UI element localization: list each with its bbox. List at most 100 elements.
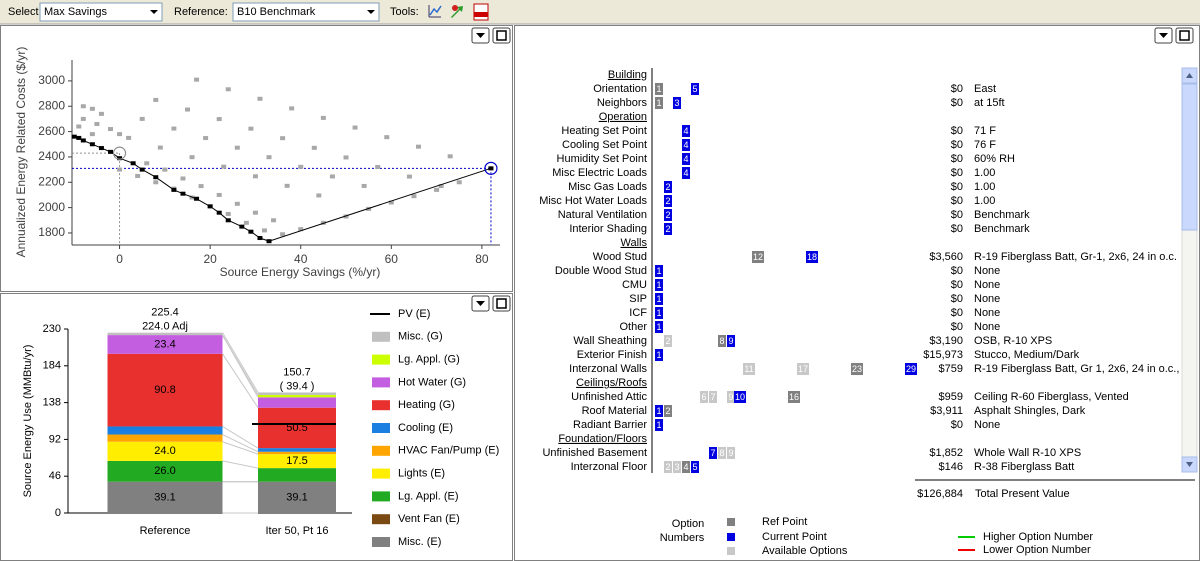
option-description: None	[974, 293, 1000, 305]
scrollbar[interactable]	[1181, 67, 1198, 473]
scroll-thumb[interactable]	[1181, 83, 1198, 231]
ref-option-number: 1	[656, 98, 661, 108]
current-option-number: 1	[656, 420, 661, 430]
reference-dropdown[interactable]: B10 Benchmark	[232, 2, 380, 22]
current-option	[727, 335, 735, 347]
button-icon[interactable]	[496, 298, 507, 309]
option-label: Wall Sheathing	[573, 335, 647, 347]
available-option	[797, 363, 809, 375]
scroll-up-arrow[interactable]	[1186, 73, 1193, 78]
x-tick-label: 40	[294, 252, 308, 266]
legend-swatch	[372, 331, 390, 342]
y-tick-label: 0	[55, 507, 61, 519]
current-option-number: 9	[728, 336, 733, 346]
option-cost: $3,190	[929, 335, 963, 347]
current-option-number: 5	[692, 84, 697, 94]
button-icon[interactable]	[1179, 30, 1190, 41]
scroll-down-arrow[interactable]	[1186, 462, 1193, 467]
option-label: Double Wood Stud	[555, 265, 647, 277]
y-tick-label: 46	[49, 470, 61, 482]
current-option	[655, 405, 663, 417]
dropdown-arrow[interactable]	[150, 10, 158, 14]
current-point	[484, 161, 498, 175]
option-cost: $0	[951, 293, 963, 305]
legend-title: Option	[672, 518, 704, 530]
icon-arrow[interactable]	[451, 6, 463, 18]
bar-segment	[258, 392, 336, 395]
legend-label: Misc. (E)	[398, 536, 441, 548]
reference-value[interactable]: B10 Benchmark	[237, 6, 316, 18]
section-title: Operation	[599, 111, 647, 123]
select-dropdown[interactable]: Max Savings	[39, 2, 163, 22]
dropdown-box[interactable]	[39, 2, 163, 22]
tool-chart-icon[interactable]	[427, 4, 442, 19]
option-cost: $0	[951, 279, 963, 291]
option-label: Heating Set Point	[561, 125, 647, 137]
segment-label: 39.1	[154, 491, 175, 503]
x-tick-label: 80	[475, 252, 489, 266]
button-icon[interactable]	[496, 30, 507, 41]
current-option	[655, 419, 663, 431]
icon-dot[interactable]	[452, 5, 458, 11]
option-cost: $959	[939, 391, 963, 403]
tool-arrow-icon[interactable]	[451, 5, 463, 18]
available-option-number: 3	[674, 462, 679, 472]
icon-band[interactable]	[474, 12, 488, 17]
option-cost: $0	[951, 167, 963, 179]
legend-label: Lg. Appl. (G)	[398, 354, 460, 366]
scatter-point	[248, 126, 254, 131]
option-label: CMU	[622, 279, 647, 291]
legend-swatch	[372, 354, 390, 365]
button-icon[interactable]	[476, 33, 485, 38]
total-label: 224.0 Adj	[142, 321, 188, 333]
scatter-point	[257, 96, 263, 101]
legend-swatch	[372, 400, 390, 411]
legend-swatch	[372, 468, 390, 479]
option-description: R-19 Fiberglass Batt, Gr-1, 2x6, 24 in o…	[974, 251, 1177, 263]
tool-pdf-icon[interactable]	[473, 3, 489, 21]
current-option	[682, 167, 690, 179]
option-description: 1.00	[974, 167, 995, 179]
current-option	[682, 153, 690, 165]
current-option-number: 1	[656, 308, 661, 318]
option-cost: $759	[939, 363, 963, 375]
scatter-point	[135, 173, 141, 178]
option-label: Interzonal Floor	[571, 461, 648, 473]
scatter-point	[456, 180, 462, 185]
option-description: OSB, R-10 XPS	[974, 335, 1052, 347]
icon-bg[interactable]	[427, 4, 442, 19]
ref-option	[718, 335, 726, 347]
button-icon[interactable]	[476, 301, 485, 306]
button-icon[interactable]	[1159, 33, 1168, 38]
current-option-number: 1	[656, 266, 661, 276]
scatter-point	[266, 239, 272, 244]
bar-segment	[107, 426, 223, 435]
scatter-point	[284, 183, 290, 188]
option-cost: $1,852	[929, 447, 963, 459]
option-description: 76 F	[974, 139, 996, 151]
icon-line[interactable]	[429, 5, 442, 16]
y-tick-label: 184	[43, 360, 61, 372]
dropdown-box[interactable]	[232, 2, 380, 22]
scatter-point	[98, 111, 104, 116]
option-label: Other	[619, 321, 647, 333]
option-cost: $0	[951, 209, 963, 221]
available-option-number: 9	[728, 392, 733, 402]
ref-option	[752, 251, 764, 263]
option-cost: $0	[951, 195, 963, 207]
option-cost: $0	[951, 419, 963, 431]
current-option	[655, 307, 663, 319]
select-value[interactable]: Max Savings	[44, 6, 107, 18]
dropdown-arrow[interactable]	[367, 10, 375, 14]
segment-label: 90.8	[154, 384, 175, 396]
ref-option-number: 4	[683, 462, 688, 472]
option-cost: $0	[951, 307, 963, 319]
scatter-point	[320, 115, 326, 120]
option-cost: $3,560	[929, 251, 963, 263]
option-label: ICF	[629, 307, 647, 319]
scatter-point	[343, 214, 349, 219]
option-description: 1.00	[974, 195, 995, 207]
option-description: None	[974, 265, 1000, 277]
current-option	[655, 293, 663, 305]
option-description: Benchmark	[974, 209, 1030, 221]
